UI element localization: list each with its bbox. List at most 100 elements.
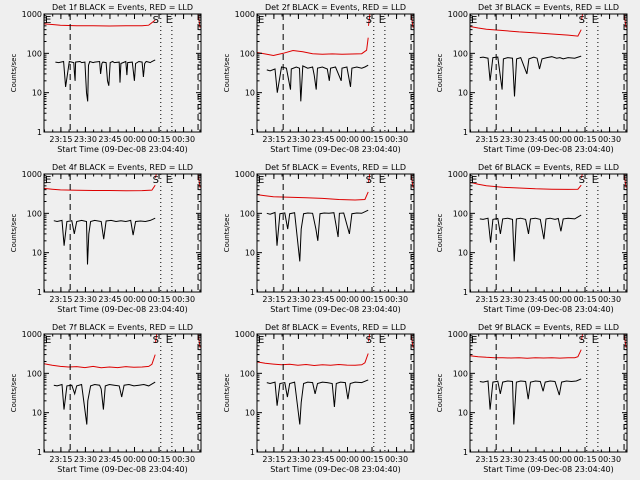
x-tick-label: 00:15 xyxy=(573,295,596,304)
marker-s: S xyxy=(579,335,585,346)
y-tick-label: 1 xyxy=(37,288,42,297)
lld-series-line xyxy=(368,334,371,342)
panel-title: Det 3f BLACK = Events, RED = LLD xyxy=(478,3,619,12)
y-tick-label: 10 xyxy=(458,89,468,98)
x-tick-label: 23:45 xyxy=(98,455,121,464)
marker-e-end: E xyxy=(379,175,385,186)
marker-s: S xyxy=(366,15,372,26)
y-tick-label: 1000 xyxy=(235,10,255,19)
x-axis-label: Start Time (09-Dec-08 23:04:40) xyxy=(483,465,614,474)
x-tick-label: 00:00 xyxy=(549,455,572,464)
events-series-line xyxy=(266,379,369,425)
y-tick-label: 100 xyxy=(240,209,255,218)
panel-title: Det 8f BLACK = Events, RED = LLD xyxy=(265,323,406,332)
lld-series-line xyxy=(581,14,584,21)
marker-e-end: E xyxy=(592,335,598,346)
x-axis-label: Start Time (09-Dec-08 23:04:40) xyxy=(270,145,401,154)
panel-title: Det 4f BLACK = Events, RED = LLD xyxy=(52,163,193,172)
y-tick-label: 1 xyxy=(463,288,468,297)
x-tick-label: 23:15 xyxy=(262,295,285,304)
x-tick-label: 23:30 xyxy=(74,295,97,304)
marker-e-start: E xyxy=(258,335,264,346)
x-axis-label: Start Time (09-Dec-08 23:04:40) xyxy=(57,145,188,154)
lld-series-line xyxy=(581,334,584,341)
x-tick-label: 23:45 xyxy=(524,455,547,464)
y-tick-label: 100 xyxy=(453,49,468,58)
x-tick-label: 23:30 xyxy=(287,455,310,464)
y-axis-label: Counts/sec xyxy=(10,54,18,93)
y-tick-label: 1000 xyxy=(448,10,468,19)
lld-series-line xyxy=(44,19,156,27)
marker-s: S xyxy=(579,175,585,186)
panel-title: Det 1f BLACK = Events, RED = LLD xyxy=(52,3,193,12)
lld-series-line xyxy=(155,334,158,343)
y-axis-label: Counts/sec xyxy=(10,214,18,253)
x-tick-label: 00:00 xyxy=(123,455,146,464)
lld-series-line xyxy=(257,37,369,57)
x-tick-label: 23:30 xyxy=(500,455,523,464)
x-tick-label: 00:15 xyxy=(573,135,596,144)
lld-series-line xyxy=(44,184,156,192)
lld-series-line xyxy=(470,26,582,37)
y-tick-label: 10 xyxy=(245,249,255,258)
y-axis-label: Counts/sec xyxy=(436,374,444,413)
panel-title: Det 7f BLACK = Events, RED = LLD xyxy=(52,323,193,332)
x-tick-label: 00:30 xyxy=(172,295,195,304)
x-tick-label: 00:30 xyxy=(172,135,195,144)
events-series-line xyxy=(479,55,582,97)
x-tick-label: 00:00 xyxy=(336,455,359,464)
events-series-line xyxy=(479,214,582,262)
events-series-line xyxy=(266,64,369,102)
x-tick-label: 23:45 xyxy=(524,135,547,144)
x-axis-label: Start Time (09-Dec-08 23:04:40) xyxy=(57,305,188,314)
x-tick-label: 00:15 xyxy=(147,455,170,464)
y-tick-label: 100 xyxy=(453,209,468,218)
marker-e-start: E xyxy=(45,175,51,186)
panel-title: Det 2f BLACK = Events, RED = LLD xyxy=(265,3,406,12)
x-tick-label: 23:15 xyxy=(49,295,72,304)
y-tick-label: 10 xyxy=(32,409,42,418)
x-tick-label: 23:30 xyxy=(500,135,523,144)
y-tick-label: 100 xyxy=(240,369,255,378)
marker-e-start: E xyxy=(471,15,477,26)
x-axis-label: Start Time (09-Dec-08 23:04:40) xyxy=(270,465,401,474)
marker-s: S xyxy=(579,15,585,26)
marker-e-start: E xyxy=(471,335,477,346)
x-tick-label: 23:30 xyxy=(287,295,310,304)
plot-frame xyxy=(469,333,628,453)
x-tick-label: 00:00 xyxy=(549,135,572,144)
x-tick-label: 00:30 xyxy=(385,135,408,144)
x-tick-label: 00:30 xyxy=(385,295,408,304)
marker-s: S xyxy=(153,335,159,346)
x-tick-label: 23:30 xyxy=(287,135,310,144)
y-tick-label: 10 xyxy=(245,89,255,98)
x-tick-label: 00:00 xyxy=(123,135,146,144)
x-tick-label: 00:30 xyxy=(598,295,621,304)
y-tick-label: 1000 xyxy=(22,10,42,19)
plot-frame xyxy=(43,333,202,453)
lld-series-line xyxy=(44,354,156,369)
plot-frame xyxy=(256,333,415,453)
marker-e-start: E xyxy=(258,175,264,186)
marker-e-start: E xyxy=(45,15,51,26)
y-tick-label: 1000 xyxy=(22,170,42,179)
x-tick-label: 00:30 xyxy=(172,455,195,464)
y-tick-label: 100 xyxy=(27,209,42,218)
x-tick-label: 00:30 xyxy=(385,455,408,464)
lld-series-line xyxy=(257,191,369,201)
y-tick-label: 1 xyxy=(250,288,255,297)
y-tick-label: 1000 xyxy=(448,330,468,339)
x-tick-label: 00:00 xyxy=(123,295,146,304)
x-tick-label: 23:15 xyxy=(262,455,285,464)
marker-e-end: E xyxy=(379,15,385,26)
x-tick-label: 23:15 xyxy=(475,295,498,304)
marker-e-start: E xyxy=(45,335,51,346)
y-tick-label: 10 xyxy=(458,409,468,418)
plot-frame xyxy=(256,173,415,293)
y-tick-label: 100 xyxy=(240,49,255,58)
x-tick-label: 23:45 xyxy=(524,295,547,304)
